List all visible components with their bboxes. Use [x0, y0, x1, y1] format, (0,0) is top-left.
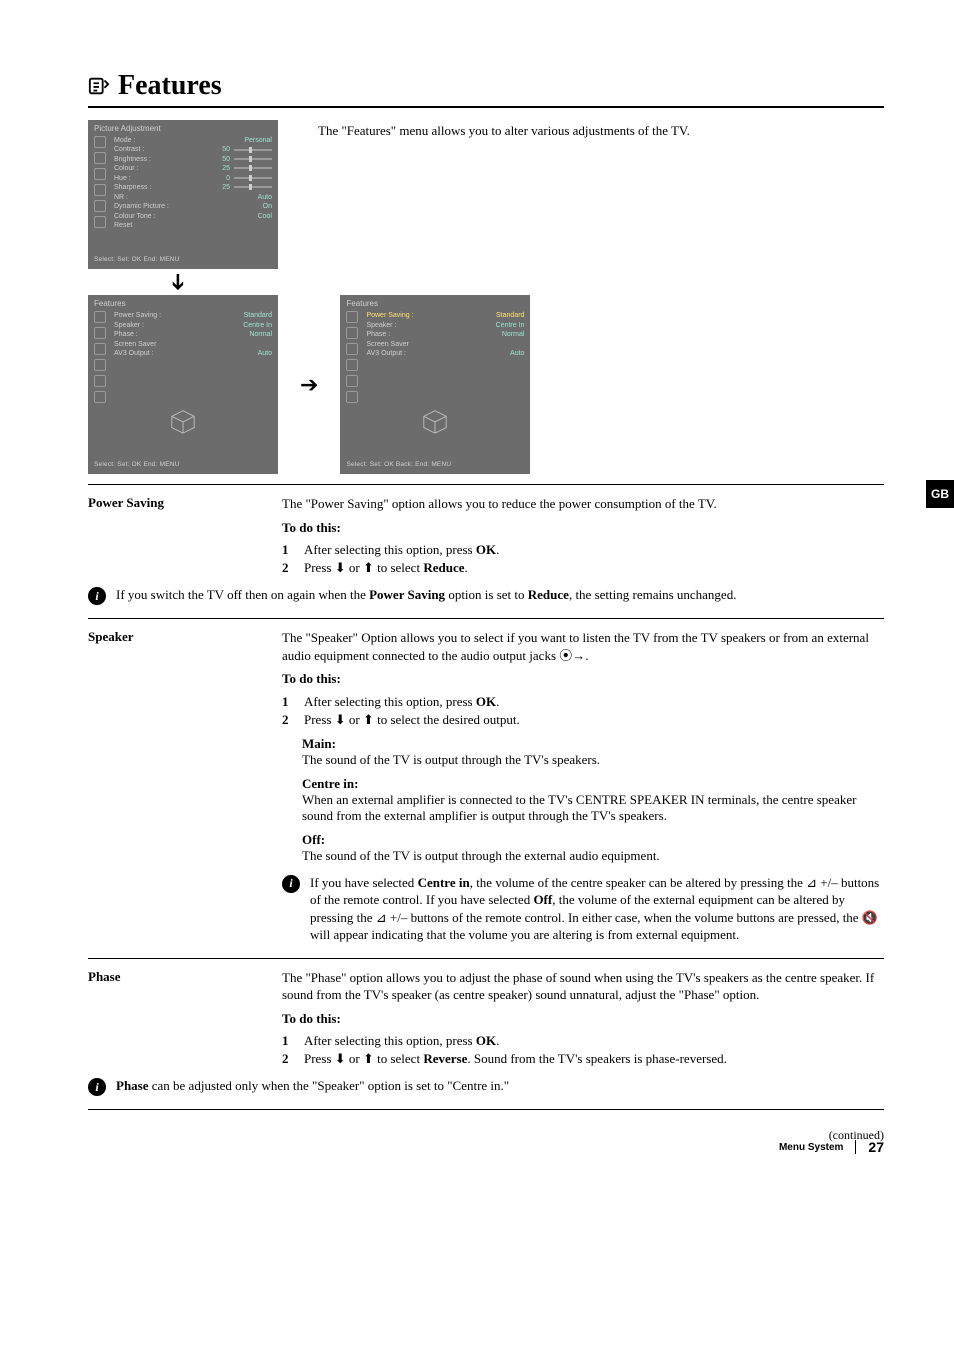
speaker-inner-note: i If you have selected Centre in, the vo…: [282, 874, 884, 950]
osd-sidebar-icons: [346, 311, 360, 403]
osd-cube-icon: [164, 407, 202, 435]
footer-section: Menu System: [779, 1142, 843, 1153]
note-text: If you have selected Centre in, the volu…: [310, 874, 884, 944]
volume-triangle-icon: ⊿: [806, 875, 817, 890]
page-footer: Menu System 27: [88, 1139, 884, 1155]
osd-cube-icon: [416, 407, 454, 435]
rule: [88, 484, 884, 485]
page-title: Features: [118, 70, 222, 102]
power-saving-label: Power Saving: [88, 495, 268, 578]
power-saving-steps: 1After selecting this option, press OK. …: [282, 542, 884, 576]
right-arrow-icon: ➔: [300, 372, 318, 398]
info-icon: i: [282, 875, 300, 893]
osd-features-a-lines: Power Saving :StandardSpeaker :Centre In…: [114, 311, 272, 403]
arrow-down-icon: ⬇: [335, 712, 346, 727]
power-saving-section: Power Saving The "Power Saving" option a…: [88, 495, 884, 578]
osd-features-b-title: Features: [346, 299, 524, 308]
step-text: Press ⬇ or ⬆ to select Reverse. Sound fr…: [304, 1051, 727, 1067]
step-text: After selecting this option, press OK.: [304, 694, 499, 710]
speaker-todo: To do this:: [282, 670, 884, 688]
features-title-icon: [88, 75, 110, 97]
opt-text: The sound of the TV is output through th…: [302, 848, 884, 864]
opt-text: The sound of the TV is output through th…: [302, 752, 884, 768]
speaker-section: Speaker The "Speaker" Option allows you …: [88, 629, 884, 950]
note-text: If you switch the TV off then on again w…: [116, 586, 736, 604]
speaker-steps: 1After selecting this option, press OK. …: [282, 694, 884, 728]
info-icon: i: [88, 1078, 106, 1096]
speaker-opt-off: Off: The sound of the TV is output throu…: [302, 832, 884, 864]
rule: [88, 618, 884, 619]
volume-triangle-icon: ⊿: [376, 910, 387, 925]
opt-heading: Off:: [302, 832, 884, 848]
arrow-up-icon: ⬆: [363, 560, 374, 575]
osd-features-b: Features Power Saving :StandardSpeaker :…: [340, 295, 530, 474]
osd-picture-lines: Mode :PersonalContrast :50Brightness :50…: [114, 136, 272, 230]
page-number: 27: [868, 1139, 884, 1155]
language-tab: GB: [926, 480, 954, 508]
osd-sidebar-icons: [94, 136, 108, 230]
step-text: Press ⬇ or ⬆ to select the desired outpu…: [304, 712, 520, 728]
power-saving-note: i If you switch the TV off then on again…: [88, 586, 884, 610]
phase-steps: 1After selecting this option, press OK. …: [282, 1033, 884, 1067]
opt-heading: Main:: [302, 736, 884, 752]
features-osd-row: Features Power Saving :StandardSpeaker :…: [88, 295, 884, 474]
down-arrow-icon: ➔: [167, 270, 189, 294]
speaker-opt-centre: Centre in: When an external amplifier is…: [302, 776, 884, 824]
phase-todo: To do this:: [282, 1010, 884, 1028]
arrow-up-icon: ⬆: [363, 1051, 374, 1066]
arrow-up-icon: ⬆: [363, 712, 374, 727]
arrow-down-icon: ⬇: [335, 1051, 346, 1066]
rule: [88, 958, 884, 959]
mute-speaker-icon: 🔇: [862, 910, 878, 925]
opt-heading: Centre in:: [302, 776, 884, 792]
phase-label: Phase: [88, 969, 268, 1070]
phase-note: i Phase can be adjusted only when the "S…: [88, 1077, 884, 1101]
opt-text: When an external amplifier is connected …: [302, 792, 884, 824]
phase-section: Phase The "Phase" option allows you to a…: [88, 969, 884, 1070]
step-text: Press ⬇ or ⬆ to select Reduce.: [304, 560, 468, 576]
step-text: After selecting this option, press OK.: [304, 542, 499, 558]
power-saving-todo: To do this:: [282, 519, 884, 537]
intro-text: The "Features" menu allows you to alter …: [318, 122, 884, 140]
osd-features-b-footer: Select: Set: OK Back: End: MENU: [346, 461, 524, 468]
osd-features-a: Features Power Saving :StandardSpeaker :…: [88, 295, 278, 474]
osd-features-a-title: Features: [94, 299, 272, 308]
osd-picture-footer: Select: Set: OK End: MENU: [94, 256, 272, 263]
speaker-label: Speaker: [88, 629, 268, 950]
osd-picture-title: Picture Adjustment: [94, 124, 272, 133]
step-text: After selecting this option, press OK.: [304, 1033, 499, 1049]
speaker-desc: The "Speaker" Option allows you to selec…: [282, 629, 884, 664]
page-title-row: Features: [88, 70, 884, 102]
title-rule: [88, 106, 884, 108]
rule: [88, 1109, 884, 1110]
osd-features-b-lines: Power Saving :StandardSpeaker :Centre In…: [366, 311, 524, 403]
osd-sidebar-icons: [94, 311, 108, 403]
osd-picture-adjustment: Picture Adjustment Mode :PersonalContras…: [88, 120, 278, 269]
note-text: Phase can be adjusted only when the "Spe…: [116, 1077, 509, 1095]
info-icon: i: [88, 587, 106, 605]
audio-out-icon: ⦿→: [559, 648, 585, 663]
speaker-opt-main: Main: The sound of the TV is output thro…: [302, 736, 884, 768]
phase-desc: The "Phase" option allows you to adjust …: [282, 969, 884, 1004]
osd-features-a-footer: Select: Set: OK End: MENU: [94, 461, 272, 468]
footer-divider: [855, 1140, 856, 1154]
intro-row: Picture Adjustment Mode :PersonalContras…: [88, 120, 884, 295]
arrow-down-icon: ⬇: [335, 560, 346, 575]
power-saving-desc: The "Power Saving" option allows you to …: [282, 495, 884, 513]
